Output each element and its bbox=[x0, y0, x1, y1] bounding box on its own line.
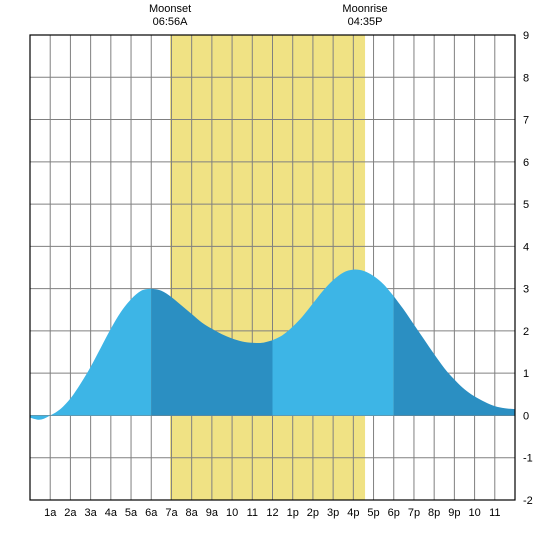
x-tick-label: 3p bbox=[327, 507, 339, 519]
chart-svg: -2-101234567891a2a3a4a5a6a7a8a9a1011121p… bbox=[0, 0, 550, 550]
x-tick-label: 1a bbox=[44, 507, 57, 519]
tide-chart: -2-101234567891a2a3a4a5a6a7a8a9a1011121p… bbox=[0, 0, 550, 550]
y-tick-label: 2 bbox=[523, 326, 529, 338]
x-tick-label: 4a bbox=[105, 507, 118, 519]
x-tick-label: 11 bbox=[489, 507, 500, 519]
moonset-label: Moonset bbox=[149, 3, 191, 15]
y-tick-label: -2 bbox=[523, 495, 533, 507]
x-tick-label: 10 bbox=[468, 507, 480, 519]
y-tick-label: 0 bbox=[523, 410, 529, 422]
x-tick-label: 2a bbox=[64, 507, 77, 519]
y-tick-label: 5 bbox=[523, 199, 529, 211]
x-tick-label: 12 bbox=[266, 507, 278, 519]
daylight-band bbox=[170, 35, 365, 500]
x-tick-label: 5a bbox=[125, 507, 138, 519]
y-tick-label: 4 bbox=[523, 241, 529, 253]
y-tick-label: 9 bbox=[523, 30, 529, 42]
x-tick-label: 4p bbox=[347, 507, 359, 519]
x-tick-label: 9a bbox=[206, 507, 219, 519]
x-tick-label: 9p bbox=[448, 507, 460, 519]
x-tick-label: 7p bbox=[408, 507, 420, 519]
y-tick-label: 7 bbox=[523, 115, 529, 127]
x-tick-label: 8a bbox=[186, 507, 199, 519]
moonrise-label: Moonrise bbox=[342, 3, 387, 15]
x-tick-label: 10 bbox=[226, 507, 238, 519]
y-tick-label: 1 bbox=[523, 368, 529, 380]
x-tick-label: 6p bbox=[388, 507, 400, 519]
y-tick-label: 3 bbox=[523, 284, 529, 296]
x-tick-label: 2p bbox=[307, 507, 319, 519]
y-tick-label: 8 bbox=[523, 72, 529, 84]
x-tick-label: 5p bbox=[367, 507, 379, 519]
y-tick-label: 6 bbox=[523, 157, 529, 169]
x-tick-label: 3a bbox=[85, 507, 98, 519]
x-tick-label: 1p bbox=[287, 507, 299, 519]
y-tick-label: -1 bbox=[523, 453, 533, 465]
moonrise-time: 04:35P bbox=[348, 16, 383, 28]
x-tick-label: 8p bbox=[428, 507, 440, 519]
x-tick-label: 11 bbox=[247, 507, 258, 519]
x-tick-label: 7a bbox=[165, 507, 178, 519]
x-tick-label: 6a bbox=[145, 507, 158, 519]
moonset-time: 06:56A bbox=[153, 16, 189, 28]
